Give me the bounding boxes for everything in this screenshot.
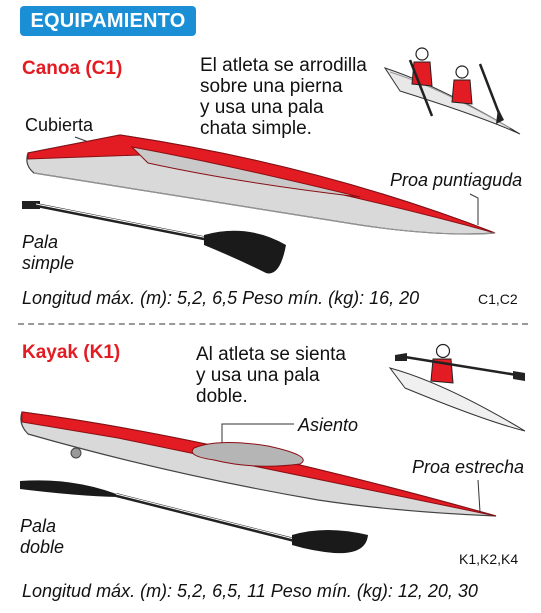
kayak-specs: Longitud máx. (m): 5,2, 6,5, 11 Peso mín…	[22, 581, 478, 601]
kayak-bow-label: Proa estrecha	[412, 457, 525, 477]
kayak-title: Kayak (K1)	[22, 342, 121, 363]
canoe-bow-label: Proa puntiaguda	[390, 170, 523, 190]
double-paddle-label: Pala doble	[20, 516, 64, 558]
kayak-description-line: y usa una pala	[196, 365, 320, 386]
canoe-description-line: sobre una pierna	[200, 76, 343, 97]
canoe-description-line: El atleta se arrodilla	[200, 55, 367, 76]
canoe-deck-label: Cubierta	[25, 115, 94, 135]
canoe-specs: Longitud máx. (m): 5,2, 6,5 Peso mín. (k…	[22, 288, 420, 308]
canoe-athletes-illustration	[383, 47, 521, 135]
kayak-seat-label: Asiento	[298, 415, 359, 435]
canoe-description-line: chata simple.	[200, 118, 312, 139]
double-blade-paddle	[20, 480, 368, 554]
kayak-description-line: doble.	[196, 386, 248, 407]
single-paddle-label-line: Pala	[22, 232, 59, 252]
single-paddle-label-line: simple	[22, 253, 75, 273]
kayak-description-line: Al atleta se sienta	[196, 344, 346, 365]
canoe-hull	[26, 134, 496, 235]
kayak-classes: K1,K2,K4	[459, 551, 519, 567]
single-blade-paddle	[22, 201, 286, 274]
kayak-hull	[20, 411, 497, 517]
double-paddle-label-line: doble	[20, 537, 65, 557]
section-divider	[18, 323, 528, 325]
canoe-classes: C1,C2	[478, 291, 518, 307]
double-paddle-label-line: Pala	[20, 516, 57, 536]
canoe-description-line: y usa una pala	[200, 97, 324, 118]
single-paddle-label: Pala simple	[22, 232, 74, 274]
canoe-title: Canoa (C1)	[22, 58, 123, 79]
kayak-description: Al atleta se sienta y usa una pala doble…	[196, 344, 346, 407]
kayak-athlete-illustration	[388, 343, 526, 432]
section-header: EQUIPAMIENTO	[20, 6, 196, 36]
canoe-description: El atleta se arrodilla sobre una pierna …	[200, 55, 367, 139]
